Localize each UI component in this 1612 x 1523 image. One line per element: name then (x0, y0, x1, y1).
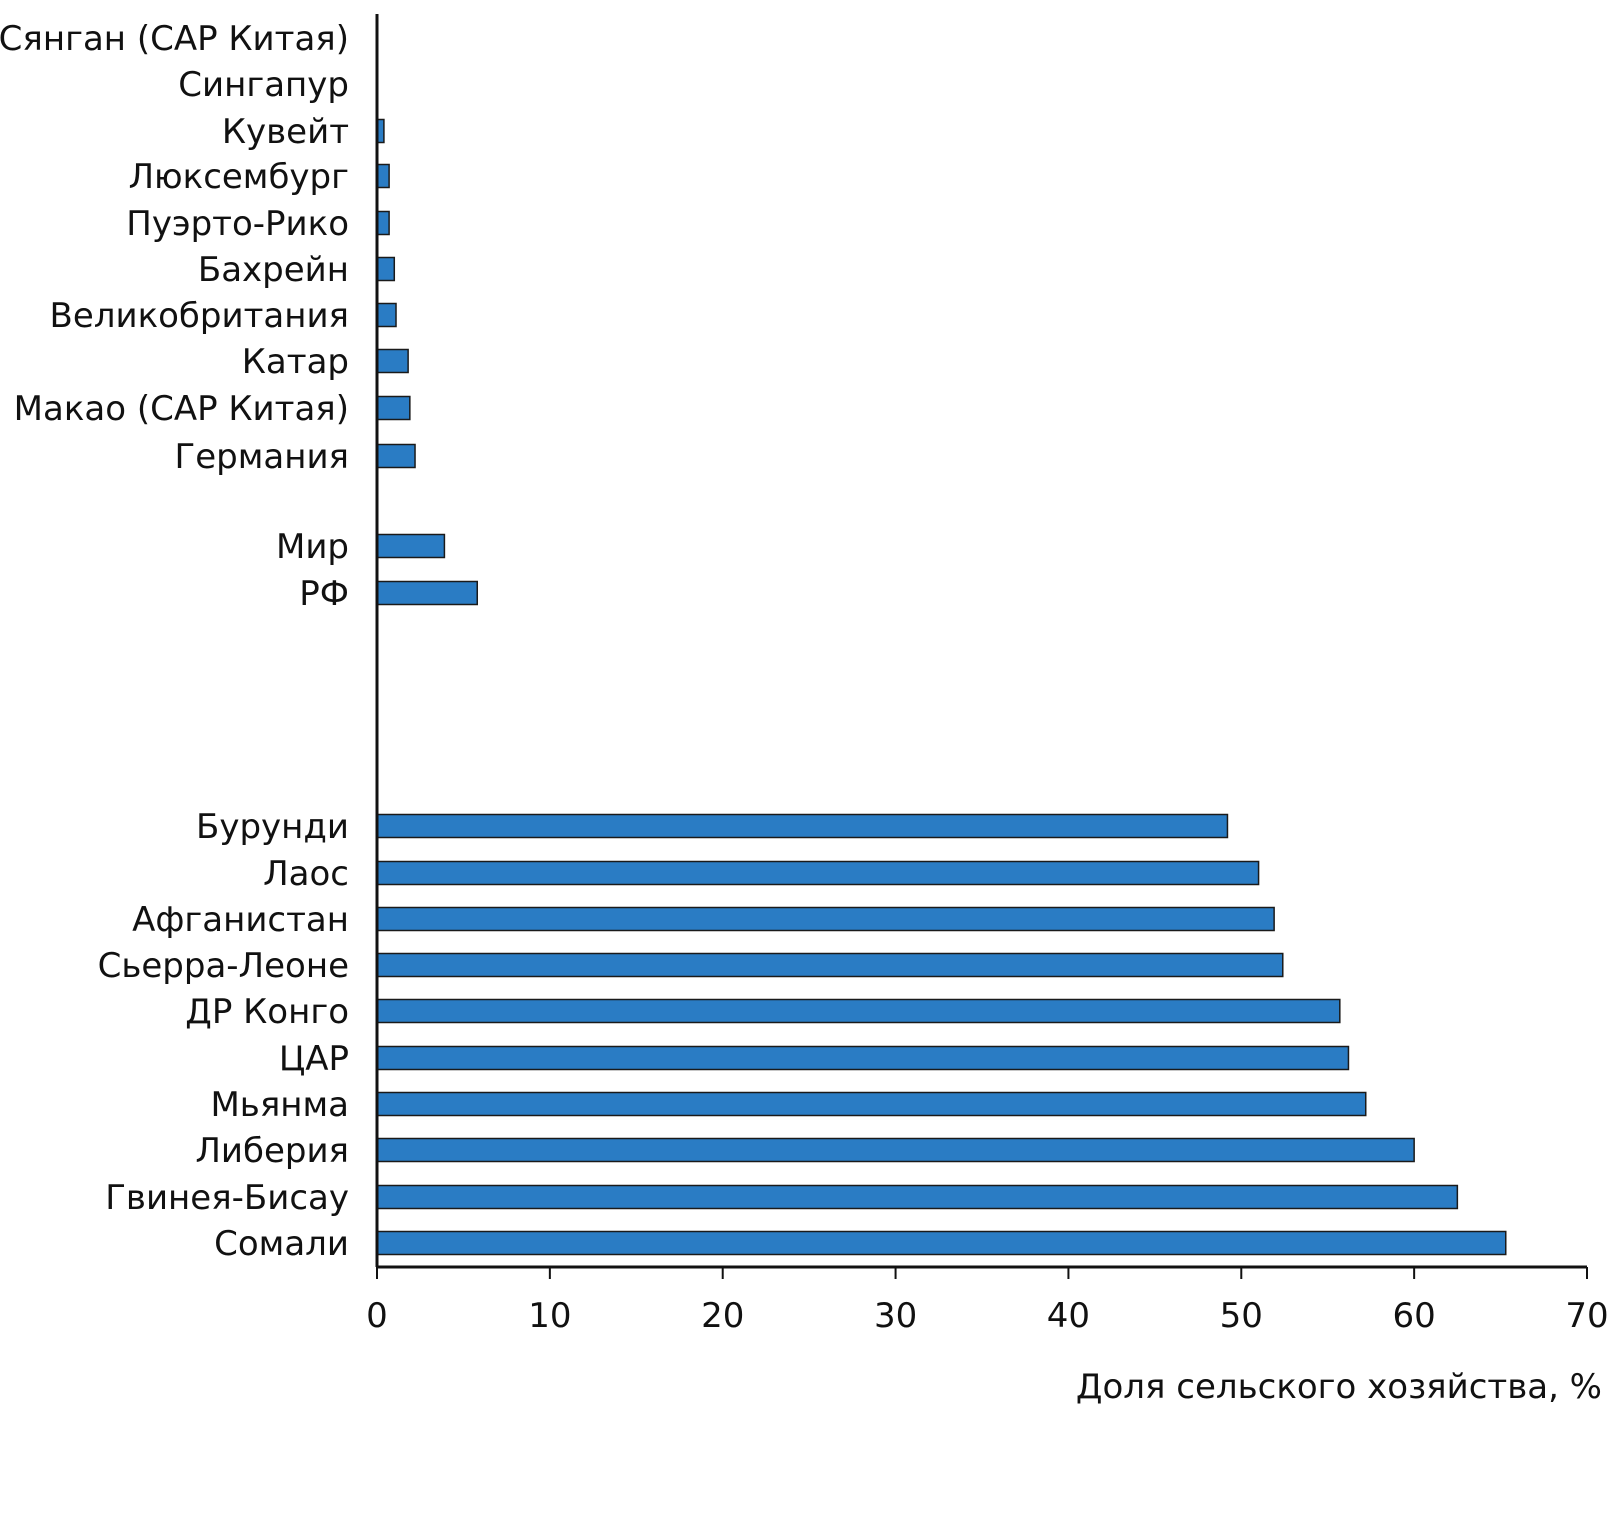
bar-великобритания (376, 302, 397, 328)
category-label: Гвинея-Бисау (105, 1178, 349, 1218)
category-label: РФ (299, 574, 349, 614)
bar-люксембург (376, 163, 390, 189)
x-tick-label: 70 (1565, 1296, 1608, 1336)
x-tick-label: 50 (1220, 1296, 1263, 1336)
x-tick-label: 40 (1047, 1296, 1090, 1336)
x-tick-label: 10 (528, 1296, 571, 1336)
x-ticks-group: 0 10 20 30 40 50 60 70 (366, 1267, 1609, 1336)
x-tick-label: 20 (701, 1296, 744, 1336)
category-label: Мьянма (210, 1085, 349, 1125)
category-label: Сянган (САР Китая) (0, 19, 349, 59)
category-label: Сомали (214, 1224, 349, 1264)
category-label: Пуэрто-Рико (126, 204, 349, 244)
category-label: Люксембург (128, 157, 349, 197)
bar-сомали (376, 1230, 1507, 1256)
bar-бахрейн (376, 256, 396, 282)
x-tick-label: 0 (366, 1296, 388, 1336)
category-label: ЦАР (279, 1039, 349, 1079)
bar-мир (376, 533, 446, 559)
bar-мьянма (376, 1091, 1367, 1117)
bar-лаос (376, 860, 1260, 886)
category-label: Катар (242, 342, 349, 382)
category-label: Либерия (195, 1131, 349, 1171)
category-label: Бахрейн (198, 250, 349, 290)
bar-пуэрто-рико (376, 210, 390, 236)
x-tick-label: 60 (1393, 1296, 1436, 1336)
bar-сьерра-леоне (376, 952, 1284, 978)
bar-германия (376, 443, 416, 469)
category-label: Мир (276, 527, 349, 567)
category-labels-group: Сянган (САР Китая) Сингапур Кувейт Люксембу… (0, 19, 349, 1264)
bar-гвинея-бисау (376, 1184, 1459, 1210)
category-label: Сингапур (178, 65, 349, 105)
category-label: Афганистан (132, 900, 349, 940)
bar-др-конго (376, 998, 1341, 1024)
bar-рф (376, 580, 479, 606)
bar-либерия (376, 1137, 1415, 1163)
bar-цар (376, 1045, 1350, 1071)
category-label: Лаос (263, 854, 349, 894)
category-label: Германия (175, 437, 350, 477)
bar-афганистан (376, 906, 1275, 932)
x-axis-title: Доля сельского хозяйства, % (1076, 1367, 1602, 1407)
category-label: Сьерра-Леоне (98, 946, 349, 986)
bar-бурунди (376, 813, 1229, 839)
category-label: Макао (САР Китая) (14, 389, 349, 429)
category-label: Великобритания (50, 296, 349, 336)
bar-катар (376, 348, 409, 374)
bar-макао-сар-китая (376, 395, 411, 421)
category-label: Бурунди (196, 807, 349, 847)
x-tick-label: 30 (874, 1296, 917, 1336)
category-label: Кувейт (222, 112, 349, 152)
category-label: ДР Конго (185, 992, 349, 1032)
bars-group (376, 118, 1507, 1256)
